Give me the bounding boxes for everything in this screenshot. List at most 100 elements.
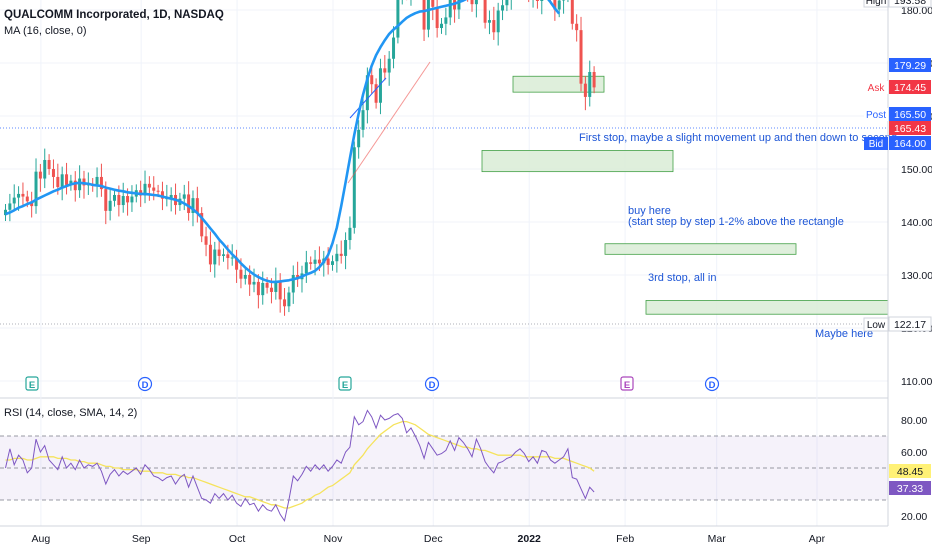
trend-lines <box>347 61 431 184</box>
candle <box>143 183 147 196</box>
candle <box>374 84 378 103</box>
time-tick-label: Sep <box>132 533 151 545</box>
candle <box>235 257 239 270</box>
candle <box>261 282 265 296</box>
candle <box>217 249 221 256</box>
candle <box>483 0 487 23</box>
candle <box>392 37 396 59</box>
candle <box>592 72 596 88</box>
candle <box>208 244 212 265</box>
price-value-box <box>888 316 932 332</box>
dividend-marker <box>704 376 720 392</box>
candle <box>187 194 191 213</box>
candle <box>361 110 365 130</box>
candle <box>243 275 247 279</box>
rsi-legend: RSI (14, close, SMA, 14, 2) <box>4 407 137 419</box>
time-tick-label: Mar <box>708 533 727 545</box>
candle <box>492 20 496 33</box>
candle <box>156 190 160 192</box>
candle <box>474 0 478 5</box>
candle <box>287 292 291 307</box>
chart-annotation: 3rd stop, all in <box>648 272 716 284</box>
candle <box>213 249 217 265</box>
candle <box>535 0 539 1</box>
earnings-marker <box>620 376 634 391</box>
chart-annotation: Maybe here <box>815 328 873 340</box>
price-value-label: 193.58 <box>894 0 926 7</box>
candle <box>25 196 29 202</box>
candle <box>230 257 234 259</box>
chart-annotation: (start step by step 1-2% above the recta… <box>628 216 844 228</box>
candle <box>274 280 278 292</box>
candle <box>304 262 308 274</box>
rsi-tick-label: 20.00 <box>901 511 927 523</box>
candle <box>265 282 269 288</box>
price-axis: 110.00120.00130.00140.00150.00160.00170.… <box>863 0 932 526</box>
candle <box>8 203 12 210</box>
price-value-label: 165.43 <box>894 123 926 135</box>
candle <box>396 0 400 38</box>
grid <box>0 0 888 526</box>
dividend-marker <box>137 376 153 392</box>
candle <box>99 176 103 190</box>
price-value-label: 165.50 <box>894 109 926 121</box>
candle <box>43 159 47 179</box>
candle <box>169 194 173 199</box>
candle <box>283 299 287 307</box>
earnings-marker <box>338 376 352 391</box>
candle <box>309 262 313 264</box>
price-tick-label: 110.00 <box>901 376 932 388</box>
price-value-label: 164.00 <box>894 138 926 150</box>
candle <box>588 72 592 97</box>
candle <box>335 253 339 262</box>
event-marker-label: E <box>29 380 35 391</box>
price-value-label: 179.29 <box>894 60 926 72</box>
time-tick-label: Dec <box>424 533 443 545</box>
price-tag-box <box>863 317 889 332</box>
trend-line <box>347 61 431 184</box>
time-tick-label: 2022 <box>518 533 542 545</box>
candle <box>226 254 230 259</box>
price-tick-label: 130.00 <box>901 270 932 282</box>
candle <box>348 227 352 241</box>
candle <box>444 17 448 24</box>
rsi-tick-label: 80.00 <box>901 415 927 427</box>
candle <box>248 275 252 285</box>
price-value-box <box>889 107 931 121</box>
price-tick-label: 140.00 <box>901 217 932 229</box>
candle <box>326 258 330 265</box>
earnings-marker <box>25 376 39 391</box>
candle <box>435 6 439 29</box>
candle <box>357 129 361 148</box>
candle <box>191 198 195 213</box>
candle <box>108 200 112 211</box>
price-value-label: 122.17 <box>894 319 926 331</box>
rsi-tick-label: 60.00 <box>901 447 927 459</box>
ma-legend: MA (16, close, 0) <box>4 25 87 37</box>
candle <box>575 23 579 31</box>
symbol-title: QUALCOMM Incorporated, 1D, NASDAQ <box>4 9 224 21</box>
candle <box>583 83 587 97</box>
candle <box>553 0 557 10</box>
candle <box>222 254 225 256</box>
candle <box>51 169 55 177</box>
candle <box>256 281 260 296</box>
price-tag-box <box>863 0 889 8</box>
candle <box>470 0 474 5</box>
candle <box>540 0 544 1</box>
candle <box>557 0 561 10</box>
candle <box>195 198 199 213</box>
price-value-box <box>888 0 932 8</box>
event-marker-label: D <box>142 380 149 391</box>
candle <box>60 174 64 188</box>
price-tick-label: 180.00 <box>901 5 932 17</box>
price-tick-label: 150.00 <box>901 164 932 176</box>
rsi-value-label: 48.45 <box>897 466 923 478</box>
support-zone <box>645 300 889 315</box>
rsi-value-box <box>889 464 931 478</box>
candle <box>426 0 430 30</box>
candle <box>4 209 7 216</box>
